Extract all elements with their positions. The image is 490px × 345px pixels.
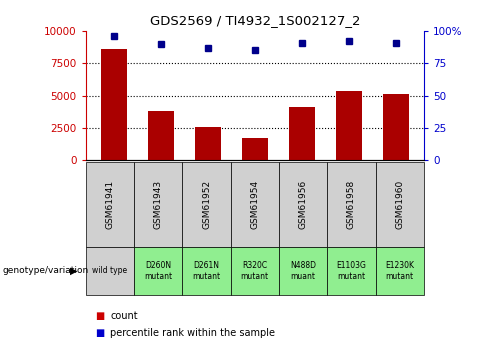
Bar	[242, 138, 268, 160]
Text: D261N
mutant: D261N mutant	[193, 261, 221, 280]
Text: N488D
muant: N488D muant	[290, 261, 316, 280]
Text: ■: ■	[96, 311, 105, 321]
Bar	[101, 49, 127, 160]
Bar	[289, 107, 315, 160]
Text: D260N
mutant: D260N mutant	[144, 261, 172, 280]
Bar	[383, 95, 409, 160]
Text: GSM61956: GSM61956	[298, 180, 308, 229]
Text: GSM61954: GSM61954	[250, 180, 259, 229]
Text: E1103G
mutant: E1103G mutant	[337, 261, 367, 280]
Text: GSM61960: GSM61960	[395, 180, 404, 229]
Bar	[336, 90, 362, 160]
Bar	[195, 127, 221, 160]
Text: GSM61943: GSM61943	[154, 180, 163, 229]
Text: wild type: wild type	[92, 266, 127, 275]
Text: ▶: ▶	[70, 266, 77, 276]
Text: ■: ■	[96, 328, 105, 338]
Text: E1230K
mutant: E1230K mutant	[385, 261, 414, 280]
Title: GDS2569 / TI4932_1S002127_2: GDS2569 / TI4932_1S002127_2	[149, 14, 360, 27]
Text: GSM61952: GSM61952	[202, 180, 211, 229]
Text: count: count	[110, 311, 138, 321]
Text: GSM61958: GSM61958	[347, 180, 356, 229]
Text: GSM61941: GSM61941	[105, 180, 114, 229]
Text: R320C
mutant: R320C mutant	[241, 261, 269, 280]
Text: genotype/variation: genotype/variation	[2, 266, 89, 275]
Text: percentile rank within the sample: percentile rank within the sample	[110, 328, 275, 338]
Bar	[148, 111, 174, 160]
